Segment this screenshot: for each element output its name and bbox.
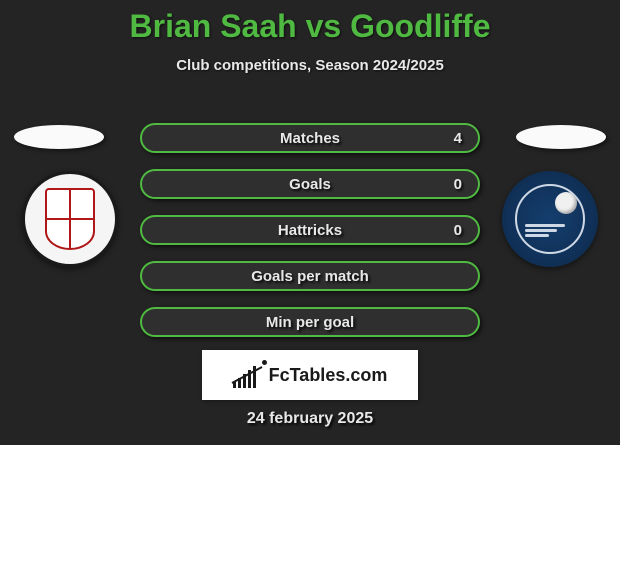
stat-label: Min per goal — [142, 309, 478, 337]
stat-label: Hattricks — [142, 217, 478, 245]
stat-label: Goals per match — [142, 263, 478, 291]
date-text: 24 february 2025 — [0, 410, 620, 428]
stat-row-goals: Goals 0 — [140, 169, 480, 199]
brand-logo: FcTables.com — [202, 350, 418, 400]
chart-bars-icon — [233, 362, 263, 388]
stat-label: Matches — [142, 125, 478, 153]
brand-text: FcTables.com — [269, 365, 388, 386]
right-club-crest — [502, 171, 598, 267]
stat-row-goals-per-match: Goals per match — [140, 261, 480, 291]
stat-value-right: 0 — [454, 217, 462, 245]
crest-ring-icon — [515, 184, 585, 254]
subtitle: Club competitions, Season 2024/2025 — [0, 57, 620, 74]
stat-label: Goals — [142, 171, 478, 199]
football-icon — [555, 192, 577, 214]
stat-row-matches: Matches 4 — [140, 123, 480, 153]
stat-value-right: 0 — [454, 171, 462, 199]
shield-icon — [45, 188, 95, 250]
left-club-crest — [22, 171, 118, 267]
stat-value-right: 4 — [454, 125, 462, 153]
stat-row-min-per-goal: Min per goal — [140, 307, 480, 337]
left-player-silhouette — [14, 125, 104, 149]
waves-icon — [525, 224, 565, 238]
page-title: Brian Saah vs Goodliffe — [0, 0, 620, 45]
right-player-silhouette — [516, 125, 606, 149]
comparison-card: Brian Saah vs Goodliffe Club competition… — [0, 0, 620, 445]
stat-row-hattricks: Hattricks 0 — [140, 215, 480, 245]
